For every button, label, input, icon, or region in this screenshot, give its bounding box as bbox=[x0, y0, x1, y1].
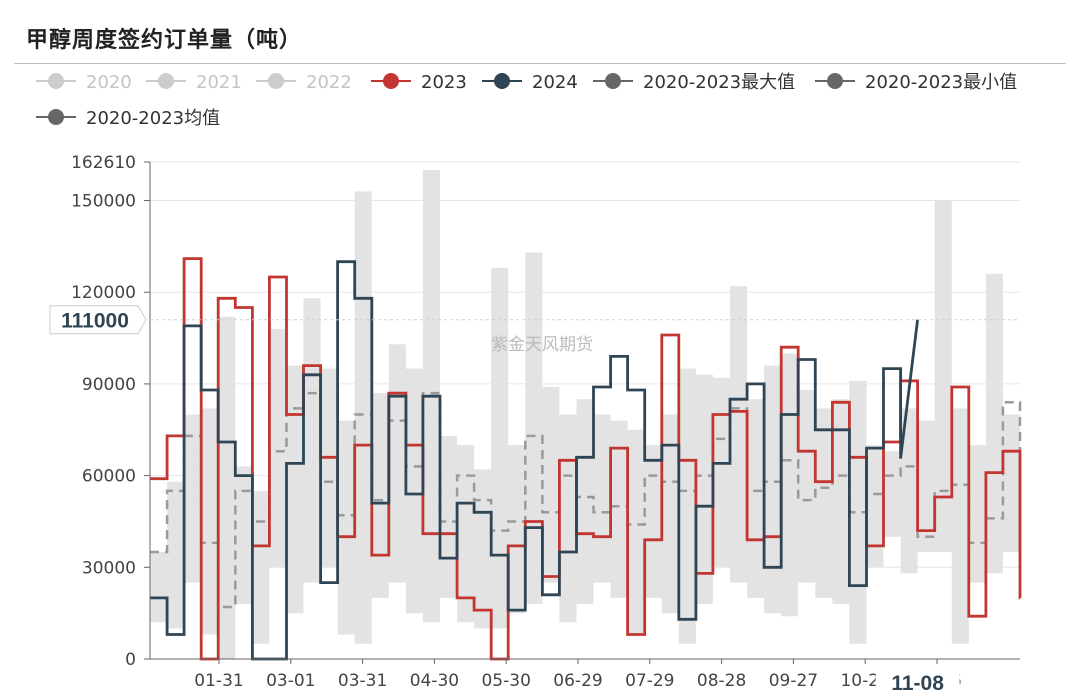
legend-label: 2020-2023均值 bbox=[86, 108, 220, 129]
legend-label: 2022 bbox=[306, 72, 352, 93]
legend-item-mean[interactable]: 2020-2023均值 bbox=[36, 108, 220, 129]
legend-dot-icon bbox=[158, 73, 174, 89]
legend[interactable]: 2020 2021 2022 2023 2024 2020-2023最大值 2020-202… bbox=[36, 72, 1017, 129]
series-2024-line bbox=[150, 260, 919, 661]
legend-dot-icon bbox=[48, 73, 64, 89]
legend-item-min[interactable]: 2020-2023最小值 bbox=[815, 72, 1017, 93]
x-tick-label: 06-29 bbox=[553, 671, 602, 691]
x-tick-label: 08-28 bbox=[697, 671, 746, 691]
series-lines bbox=[150, 257, 1022, 661]
x-tick-label: 05-30 bbox=[481, 671, 530, 691]
chart-title: 甲醇周度签约订单量（吨） bbox=[26, 28, 303, 53]
crosshair: 111000 11-08 bbox=[49, 305, 1020, 696]
legend-item-s2024[interactable]: 2024 bbox=[482, 72, 578, 93]
y-tick-label: 150000 bbox=[71, 192, 136, 212]
legend-dot-icon bbox=[48, 109, 64, 125]
x-tick-label: 04-30 bbox=[410, 671, 459, 691]
crosshair-date-box bbox=[875, 664, 960, 696]
x-tick-label: 07-29 bbox=[625, 671, 674, 691]
crosshair-date-label: 11-08 bbox=[891, 672, 944, 695]
legend-dot-icon bbox=[827, 73, 843, 89]
x-tick-label: 03-01 bbox=[266, 671, 315, 691]
legend-dot-icon bbox=[605, 73, 621, 89]
x-tick-label: 09-27 bbox=[769, 671, 818, 691]
legend-label: 2020-2023最小值 bbox=[865, 72, 1017, 93]
legend-label: 2023 bbox=[421, 72, 467, 93]
range-band bbox=[150, 170, 1021, 659]
legend-label: 2024 bbox=[532, 72, 578, 93]
crosshair-value-label: 111000 bbox=[61, 310, 129, 333]
legend-item-s2021[interactable]: 2021 bbox=[146, 72, 242, 93]
y-tick-label: 60000 bbox=[82, 467, 136, 487]
x-tick-label: 01-31 bbox=[194, 671, 243, 691]
x-tick-label: 03-31 bbox=[338, 671, 387, 691]
legend-dot-icon bbox=[494, 73, 510, 89]
legend-label: 2020-2023最大值 bbox=[643, 72, 795, 93]
legend-item-max[interactable]: 2020-2023最大值 bbox=[593, 72, 795, 93]
title-divider bbox=[14, 63, 1066, 64]
legend-label: 2021 bbox=[196, 72, 242, 93]
max-min-band-area bbox=[150, 170, 1021, 659]
legend-item-s2020[interactable]: 2020 bbox=[36, 72, 132, 93]
legend-item-s2022[interactable]: 2022 bbox=[256, 72, 352, 93]
legend-label: 2020 bbox=[86, 72, 132, 93]
y-tick-label: 162610 bbox=[71, 153, 136, 173]
legend-dot-icon bbox=[268, 73, 284, 89]
y-tick-label: 120000 bbox=[71, 283, 136, 303]
crosshair-value-box bbox=[49, 305, 147, 335]
watermark: 紫金天风期货 bbox=[491, 335, 593, 355]
y-tick-label: 0 bbox=[125, 650, 136, 670]
legend-item-s2023[interactable]: 2023 bbox=[371, 72, 467, 93]
axes: 0 30000 60000 90000 120000 150000 162610 01-31 0… bbox=[71, 153, 1020, 691]
y-tick-label: 90000 bbox=[82, 375, 136, 395]
y-tick-label: 30000 bbox=[82, 558, 136, 578]
legend-dot-icon bbox=[383, 73, 399, 89]
